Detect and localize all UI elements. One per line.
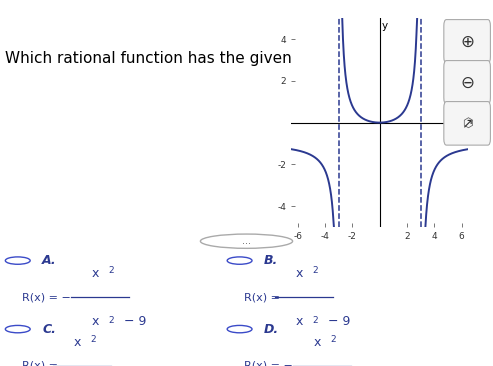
Text: x: x (92, 267, 99, 280)
Text: ⊕: ⊕ (460, 32, 474, 51)
Text: 2: 2 (330, 335, 336, 344)
Text: 2: 2 (108, 316, 114, 325)
Text: ↗: ↗ (461, 116, 473, 130)
Text: A.: A. (42, 254, 57, 267)
Text: 2: 2 (90, 335, 96, 344)
FancyBboxPatch shape (444, 20, 491, 63)
Text: R(x) = −: R(x) = − (22, 292, 71, 302)
Text: x: x (74, 336, 81, 349)
Text: − 9: − 9 (324, 315, 350, 328)
Text: y: y (381, 22, 387, 31)
Text: R(x) = −: R(x) = − (244, 361, 293, 366)
Text: x: x (464, 105, 470, 115)
Text: B.: B. (264, 254, 278, 267)
Text: ⊖: ⊖ (460, 73, 474, 92)
Text: 2: 2 (312, 266, 318, 275)
Text: ⬡: ⬡ (461, 117, 473, 130)
Text: ...: ... (242, 236, 251, 246)
Text: Which rational function has the given graph?: Which rational function has the given gr… (5, 51, 350, 66)
Text: x: x (92, 315, 99, 328)
Text: x: x (296, 267, 303, 280)
FancyBboxPatch shape (444, 61, 491, 104)
Text: x: x (314, 336, 321, 349)
Text: 2: 2 (108, 266, 114, 275)
Text: D.: D. (264, 322, 279, 336)
Text: R(x) =: R(x) = (22, 361, 58, 366)
Text: − 9: − 9 (120, 315, 146, 328)
FancyBboxPatch shape (444, 101, 491, 145)
Text: C.: C. (42, 322, 56, 336)
Text: x: x (296, 315, 303, 328)
Text: R(x) =: R(x) = (244, 292, 280, 302)
Text: 2: 2 (312, 316, 318, 325)
